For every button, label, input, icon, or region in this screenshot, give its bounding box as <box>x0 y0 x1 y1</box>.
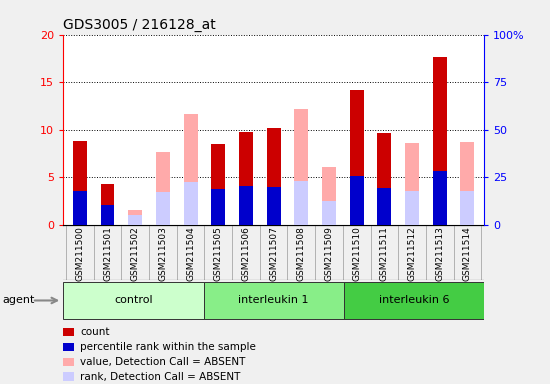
Bar <box>128 210 142 225</box>
Bar <box>405 191 419 225</box>
Text: GSM211510: GSM211510 <box>352 226 361 281</box>
Bar <box>63 328 74 336</box>
Bar <box>184 182 197 225</box>
Bar <box>211 144 225 225</box>
Text: GSM211505: GSM211505 <box>214 226 223 281</box>
Bar <box>63 358 74 366</box>
Text: GSM211500: GSM211500 <box>75 226 84 281</box>
Bar <box>405 143 419 225</box>
Bar <box>377 187 391 225</box>
Text: GSM211512: GSM211512 <box>408 226 416 281</box>
Text: agent: agent <box>3 295 35 306</box>
Text: GSM211508: GSM211508 <box>297 226 306 281</box>
Text: value, Detection Call = ABSENT: value, Detection Call = ABSENT <box>80 357 245 367</box>
Bar <box>433 171 447 225</box>
Text: GSM211501: GSM211501 <box>103 226 112 281</box>
Bar <box>350 176 364 225</box>
Text: interleukin 1: interleukin 1 <box>238 295 309 305</box>
Text: interleukin 6: interleukin 6 <box>378 295 449 305</box>
Bar <box>294 109 308 225</box>
Bar <box>128 215 142 225</box>
Bar <box>322 167 336 225</box>
Bar <box>377 133 391 225</box>
Bar <box>267 128 280 225</box>
Text: control: control <box>114 295 153 305</box>
FancyBboxPatch shape <box>204 282 344 319</box>
Text: rank, Detection Call = ABSENT: rank, Detection Call = ABSENT <box>80 372 240 382</box>
Bar <box>239 131 253 225</box>
Text: GSM211507: GSM211507 <box>269 226 278 281</box>
Text: percentile rank within the sample: percentile rank within the sample <box>80 342 256 352</box>
Text: GSM211503: GSM211503 <box>158 226 167 281</box>
Bar <box>322 201 336 225</box>
Bar <box>73 141 87 225</box>
Bar <box>101 205 114 225</box>
FancyBboxPatch shape <box>344 282 484 319</box>
Text: count: count <box>80 327 109 337</box>
Text: GDS3005 / 216128_at: GDS3005 / 216128_at <box>63 18 216 32</box>
Text: GSM211504: GSM211504 <box>186 226 195 281</box>
Bar <box>101 184 114 225</box>
Bar <box>156 152 170 225</box>
Bar <box>460 191 474 225</box>
Text: GSM211511: GSM211511 <box>380 226 389 281</box>
Text: GSM211506: GSM211506 <box>241 226 250 281</box>
Bar <box>63 343 74 351</box>
Text: GSM211513: GSM211513 <box>435 226 444 281</box>
Bar <box>63 372 74 381</box>
Bar <box>350 90 364 225</box>
Text: GSM211502: GSM211502 <box>131 226 140 281</box>
Text: GSM211514: GSM211514 <box>463 226 472 281</box>
Bar <box>433 57 447 225</box>
Bar <box>294 181 308 225</box>
Bar <box>73 191 87 225</box>
Text: GSM211509: GSM211509 <box>324 226 333 281</box>
Bar <box>460 142 474 225</box>
Bar <box>239 186 253 225</box>
Bar <box>267 187 280 225</box>
Bar <box>184 114 197 225</box>
Bar <box>156 192 170 225</box>
Bar <box>211 189 225 225</box>
FancyBboxPatch shape <box>63 282 204 319</box>
